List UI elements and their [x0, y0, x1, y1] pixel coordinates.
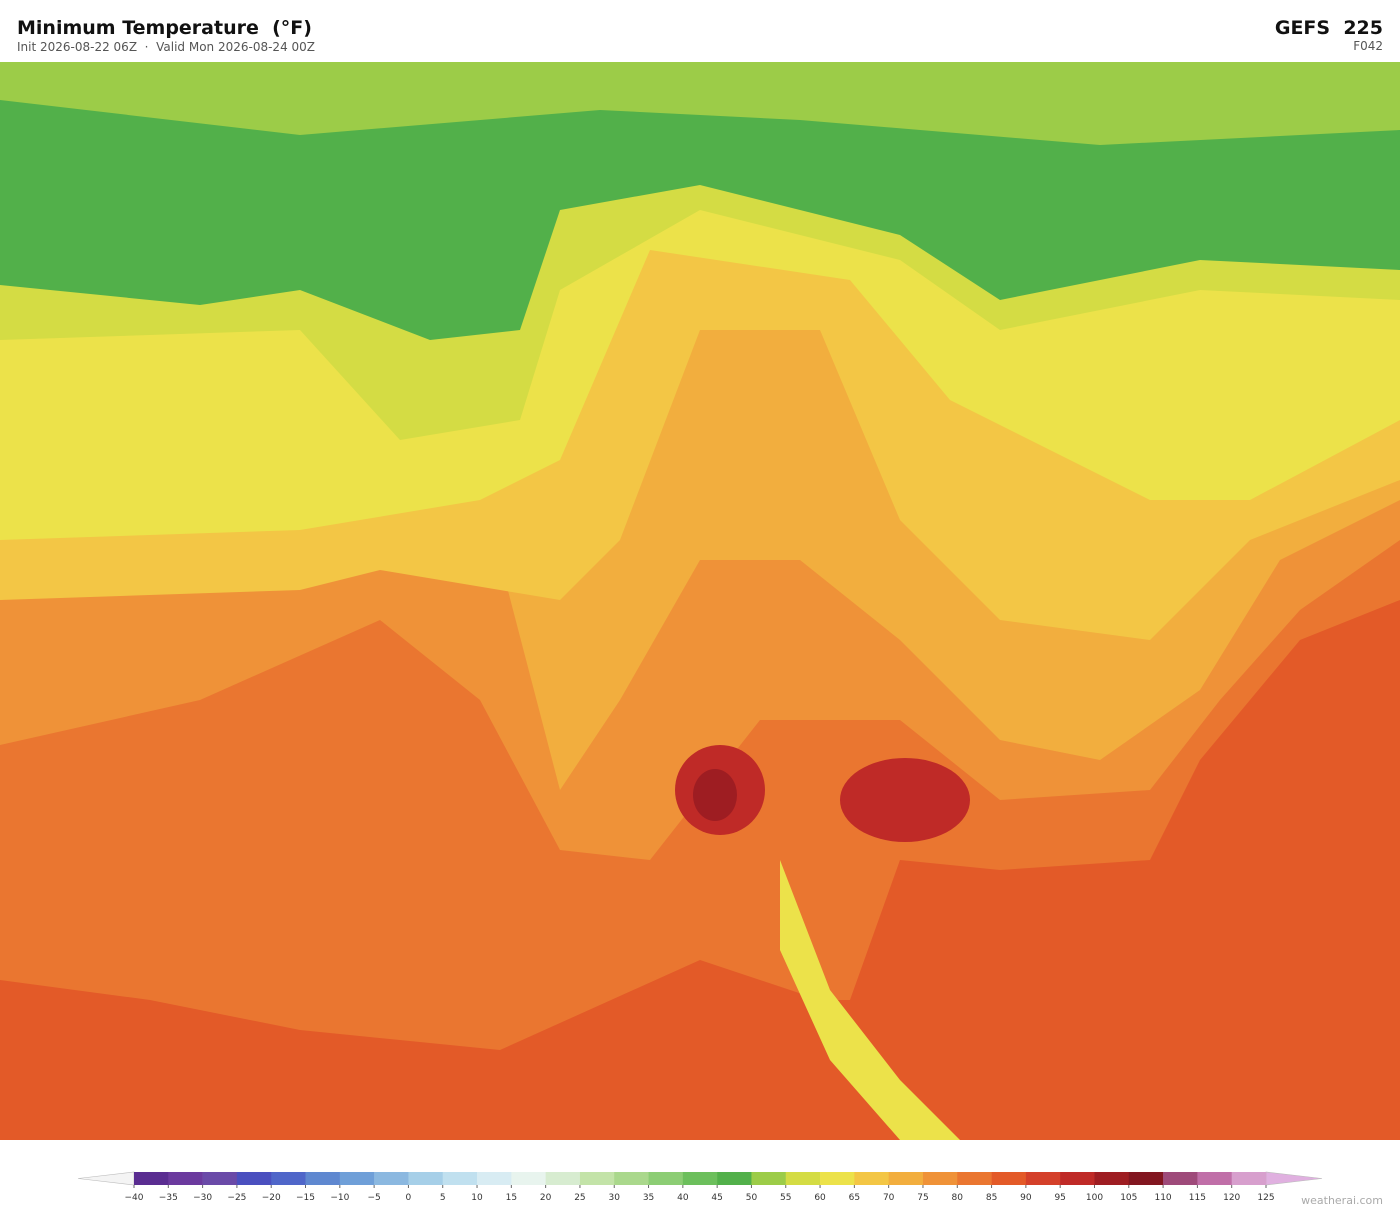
- colorbar-box: [1163, 1172, 1198, 1185]
- model-label: GEFS 225: [1275, 17, 1383, 39]
- field-region: [693, 769, 737, 821]
- colorbar-tick-label: 5: [440, 1193, 446, 1203]
- colorbar-tick-label: 100: [1086, 1193, 1103, 1203]
- colorbar-box: [511, 1172, 546, 1185]
- colorbar-box: [888, 1172, 924, 1185]
- colorbar-box: [579, 1172, 615, 1185]
- colorbar-tick-label: −30: [193, 1193, 212, 1203]
- colorbar-box: [305, 1172, 341, 1185]
- title: Minimum Temperature (°F): [17, 17, 312, 39]
- colorbar-tick-label: 85: [986, 1193, 997, 1203]
- colorbar-box: [1128, 1172, 1164, 1185]
- colorbar-tick-label: 50: [746, 1193, 758, 1203]
- colorbar-box: [374, 1172, 409, 1185]
- colorbar-box: [1094, 1172, 1130, 1185]
- colorbar-tick-label: 20: [540, 1193, 552, 1203]
- map: [0, 62, 1400, 1140]
- colorbar-box: [957, 1172, 992, 1185]
- colorbar-tick-label: −20: [262, 1193, 281, 1203]
- colorbar-box: [648, 1172, 684, 1185]
- colorbar-tick-label: −10: [330, 1193, 349, 1203]
- colorbar-box: [134, 1172, 169, 1185]
- colorbar-box: [922, 1172, 958, 1185]
- colorbar-tick-label: 80: [952, 1193, 964, 1203]
- colorbar-tick-label: 0: [406, 1193, 412, 1203]
- colorbar-box: [477, 1172, 512, 1185]
- colorbar-tick-label: 55: [780, 1193, 791, 1203]
- colorbar: −40 −35 −30 −25 −20 −15 −10 −5 0 5 10 15 20 25 30 35 40 4…: [77, 1171, 1323, 1203]
- colorbar-box: [408, 1172, 444, 1185]
- colorbar-tick-label: −15: [296, 1193, 315, 1203]
- colorbar-box: [1025, 1172, 1061, 1185]
- colorbar-tick-label: 15: [506, 1193, 517, 1203]
- colorbar-box: [339, 1172, 375, 1185]
- colorbar-tick-label: 70: [883, 1193, 895, 1203]
- colorbar-box: [442, 1172, 478, 1185]
- credit: weatherai.com: [1301, 1194, 1383, 1207]
- subtitle: Init 2026-08-22 06Z · Valid Mon 2026-08-…: [17, 40, 315, 54]
- colorbar-under: [77, 1171, 135, 1186]
- colorbar-tick-label: −5: [367, 1193, 380, 1203]
- colorbar-box: [820, 1172, 855, 1185]
- colorbar-box: [751, 1172, 787, 1185]
- colorbar-tick-label: 65: [849, 1193, 860, 1203]
- colorbar-over: [1265, 1171, 1323, 1186]
- colorbar-tick-label: 110: [1154, 1193, 1171, 1203]
- colorbar-box: [854, 1172, 889, 1185]
- colorbar-tick-label: 95: [1054, 1193, 1065, 1203]
- colorbar-tick-label: 35: [643, 1193, 654, 1203]
- colorbar-tick-label: 40: [677, 1193, 689, 1203]
- colorbar-tick-label: 115: [1189, 1193, 1206, 1203]
- colorbar-box: [202, 1172, 238, 1185]
- colorbar-box: [785, 1172, 821, 1185]
- colorbar-tick-label: 120: [1223, 1193, 1240, 1203]
- colorbar-box: [614, 1172, 649, 1185]
- field-region: [840, 758, 970, 842]
- colorbar-box: [682, 1172, 718, 1185]
- colorbar-tick-label: 75: [917, 1193, 928, 1203]
- colorbar-tick-label: 90: [1020, 1193, 1032, 1203]
- colorbar-box: [991, 1172, 1027, 1185]
- colorbar-tick-label: 30: [609, 1193, 621, 1203]
- colorbar-box: [1231, 1172, 1267, 1185]
- colorbar-box: [271, 1172, 306, 1185]
- field-region: [780, 860, 960, 1140]
- colorbar-tick-label: 10: [471, 1193, 483, 1203]
- colorbar-tick-label: 105: [1120, 1193, 1137, 1203]
- colorbar-box: [545, 1172, 581, 1185]
- colorbar-box: [1197, 1172, 1232, 1185]
- colorbar-tick-label: 125: [1257, 1193, 1274, 1203]
- colorbar-tick-label: −35: [159, 1193, 178, 1203]
- forecast-hour: F042: [1353, 39, 1383, 53]
- colorbar-box: [717, 1172, 752, 1185]
- colorbar-tick-label: 45: [711, 1193, 722, 1203]
- colorbar-tick-label: −25: [227, 1193, 246, 1203]
- colorbar-box: [236, 1172, 272, 1185]
- colorbar-tick-label: −40: [125, 1193, 144, 1203]
- field-region: [0, 62, 1400, 145]
- colorbar-box: [168, 1172, 203, 1185]
- colorbar-tick-label: 60: [814, 1193, 826, 1203]
- colorbar-box: [1060, 1172, 1095, 1185]
- colorbar-tick-label: 25: [574, 1193, 585, 1203]
